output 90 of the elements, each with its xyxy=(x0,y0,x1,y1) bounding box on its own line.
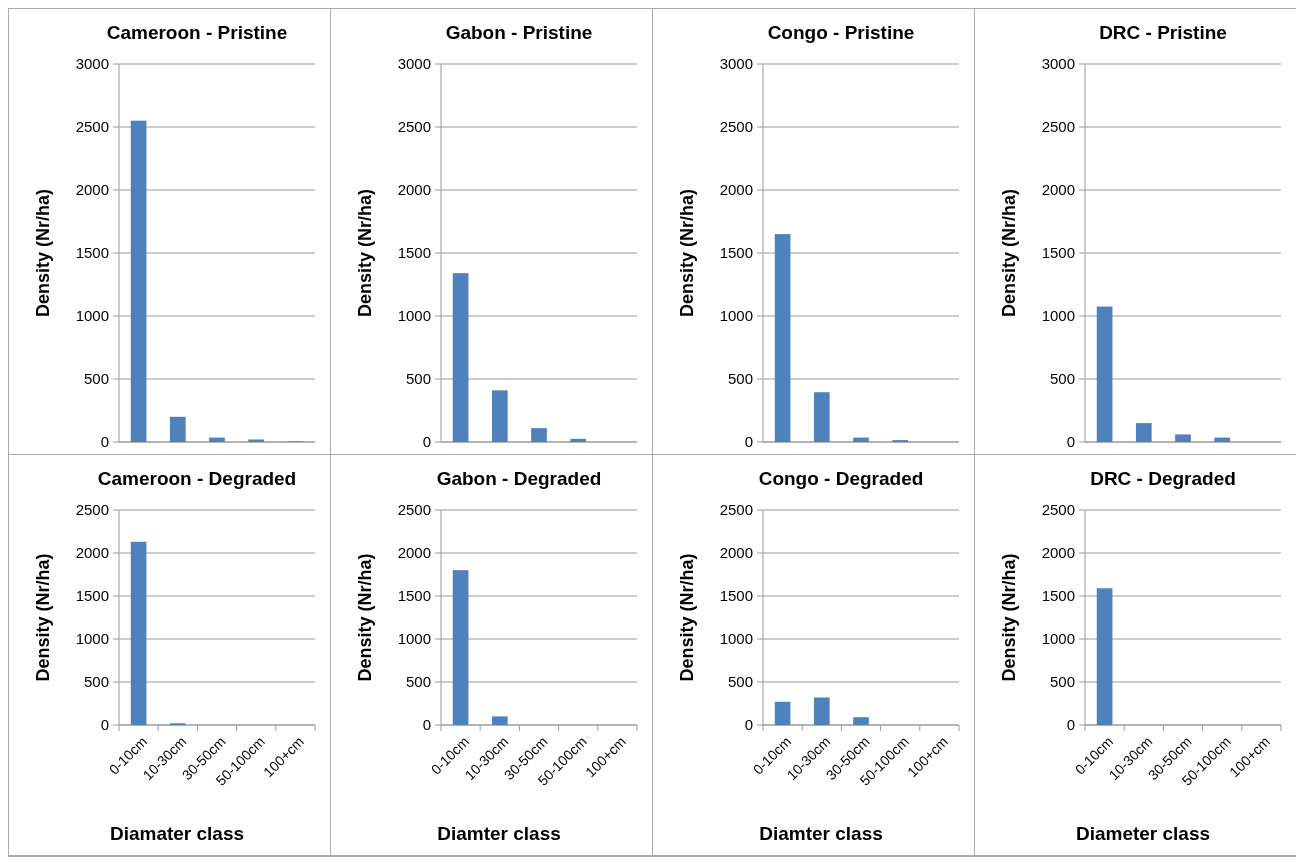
y-tick-label: 2000 xyxy=(397,181,431,199)
bar xyxy=(130,120,147,442)
y-tick-label: 2000 xyxy=(75,181,109,199)
y-tick-label: 2000 xyxy=(1041,544,1075,562)
y-tick-label: 3000 xyxy=(719,55,753,73)
chart-title: Cameroon - Degraded xyxy=(97,468,297,489)
y-axis-title: Density (Nr/ha) xyxy=(677,188,697,318)
bar xyxy=(452,273,469,442)
y-tick-label: 1000 xyxy=(719,307,753,325)
y-tick-label: 500 xyxy=(83,673,109,691)
y-tick-label: 1000 xyxy=(397,630,431,648)
y-tick-label: 2500 xyxy=(719,118,753,136)
y-tick-label: 1500 xyxy=(719,244,753,262)
chart-title: Congo - Degraded xyxy=(758,468,924,489)
y-tick-label: 500 xyxy=(405,370,431,388)
y-tick-label: 1000 xyxy=(1041,307,1075,325)
y-tick-label: 1000 xyxy=(75,307,109,325)
y-tick-label: 1500 xyxy=(397,244,431,262)
bar xyxy=(491,390,508,442)
y-tick-label: 0 xyxy=(100,716,109,734)
chart-title: Cameroon - Pristine xyxy=(106,22,288,43)
y-tick-label: 0 xyxy=(744,433,753,451)
bar xyxy=(813,392,830,442)
y-tick-label: 500 xyxy=(727,673,753,691)
x-axis-title: Diamater class xyxy=(109,823,245,844)
bar xyxy=(531,428,547,442)
bar xyxy=(570,438,587,442)
chart-title: DRC - Degraded xyxy=(1090,468,1236,489)
y-tick-label: 0 xyxy=(422,716,431,734)
y-tick-label: 2000 xyxy=(397,544,431,562)
y-tick-label: 500 xyxy=(1049,370,1075,388)
bar xyxy=(1175,434,1191,442)
bar xyxy=(813,697,830,725)
y-tick-label: 2500 xyxy=(75,501,109,519)
y-tick-label: 1000 xyxy=(719,630,753,648)
y-tick-label: 3000 xyxy=(75,55,109,73)
y-tick-label: 2500 xyxy=(397,501,431,519)
y-tick-label: 0 xyxy=(744,716,753,734)
y-tick-label: 0 xyxy=(100,433,109,451)
y-axis-title: Density (Nr/ha) xyxy=(677,553,697,682)
y-tick-label: 1000 xyxy=(1041,630,1075,648)
y-tick-label: 2000 xyxy=(719,181,753,199)
bar xyxy=(1096,306,1113,442)
chart-title: Gabon - Degraded xyxy=(436,468,602,489)
y-tick-label: 2500 xyxy=(397,118,431,136)
y-tick-label: 1500 xyxy=(397,587,431,605)
y-tick-label: 1500 xyxy=(1041,244,1075,262)
x-axis-title: Diameter class xyxy=(1075,823,1211,844)
y-tick-label: 1500 xyxy=(75,587,109,605)
y-tick-label: 0 xyxy=(1066,716,1075,734)
y-tick-label: 500 xyxy=(83,370,109,388)
y-tick-label: 2500 xyxy=(719,501,753,519)
y-axis-title: Density (Nr/ha) xyxy=(999,553,1019,682)
y-axis-title: Density (Nr/ha) xyxy=(33,553,53,682)
y-tick-label: 0 xyxy=(1066,433,1075,451)
y-tick-label: 0 xyxy=(422,433,431,451)
y-tick-label: 2500 xyxy=(75,118,109,136)
y-axis-title: Density (Nr/ha) xyxy=(999,188,1019,318)
y-tick-label: 500 xyxy=(727,370,753,388)
chart-title: Gabon - Pristine xyxy=(445,22,593,43)
y-axis-title: Density (Nr/ha) xyxy=(355,188,375,318)
y-tick-label: 2000 xyxy=(719,544,753,562)
bar xyxy=(1135,423,1152,442)
chart-title: DRC - Pristine xyxy=(1099,22,1227,43)
y-tick-label: 1500 xyxy=(75,244,109,262)
chart-title: Congo - Pristine xyxy=(767,22,915,43)
x-axis-title: Diamter class xyxy=(437,823,561,844)
y-tick-label: 2000 xyxy=(75,544,109,562)
y-tick-label: 1500 xyxy=(719,587,753,605)
bar xyxy=(1214,437,1231,442)
y-tick-label: 3000 xyxy=(397,55,431,73)
bar xyxy=(209,437,225,442)
bar xyxy=(169,416,186,442)
y-axis-title: Density (Nr/ha) xyxy=(33,188,53,318)
y-tick-label: 1000 xyxy=(75,630,109,648)
y-tick-label: 1500 xyxy=(1041,587,1075,605)
x-axis-title: Diamter class xyxy=(759,823,883,844)
y-axis-title: Density (Nr/ha) xyxy=(355,553,375,682)
y-tick-label: 500 xyxy=(405,673,431,691)
y-tick-label: 2500 xyxy=(1041,118,1075,136)
y-tick-label: 2000 xyxy=(1041,181,1075,199)
bar xyxy=(248,439,265,442)
y-tick-label: 500 xyxy=(1049,673,1075,691)
bar xyxy=(853,437,869,442)
y-tick-label: 1000 xyxy=(397,307,431,325)
bar xyxy=(774,234,791,442)
bar xyxy=(774,701,791,725)
bar xyxy=(853,717,869,725)
y-tick-label: 2500 xyxy=(1041,501,1075,519)
y-tick-label: 3000 xyxy=(1041,55,1075,73)
